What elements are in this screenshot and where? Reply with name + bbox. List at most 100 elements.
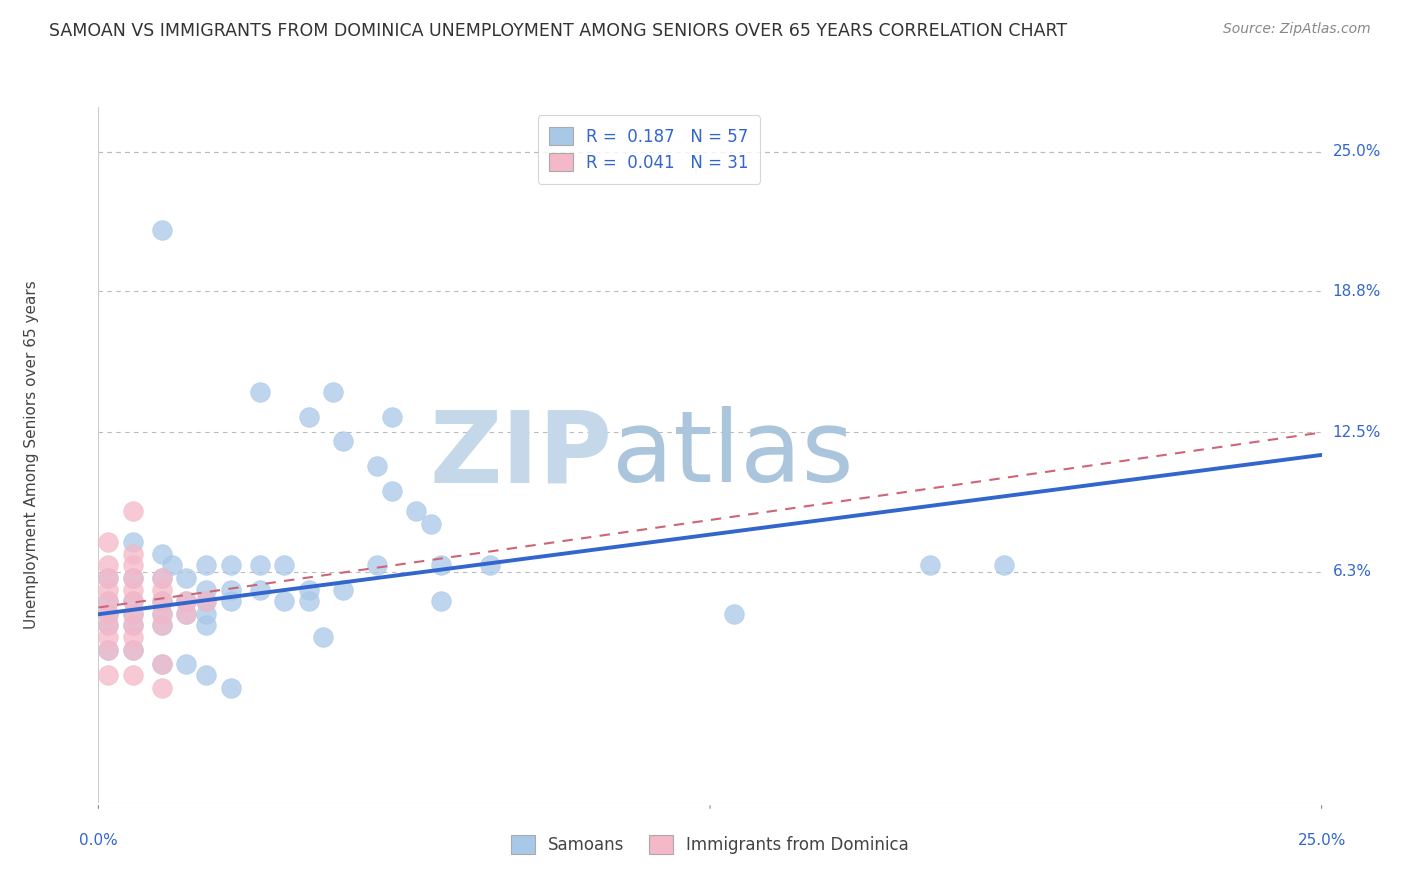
Point — [150, 582, 173, 597]
Point — [332, 434, 354, 449]
Point — [121, 571, 143, 585]
Point — [150, 657, 173, 671]
Point — [97, 594, 120, 608]
Point — [150, 681, 173, 696]
Point — [273, 594, 295, 608]
Point — [97, 607, 120, 622]
Point — [219, 558, 242, 572]
Text: 18.8%: 18.8% — [1333, 284, 1381, 299]
Point — [121, 535, 143, 549]
Text: Unemployment Among Seniors over 65 years: Unemployment Among Seniors over 65 years — [24, 281, 39, 629]
Point — [121, 618, 143, 632]
Point — [332, 582, 354, 597]
Point — [97, 607, 120, 622]
Point — [97, 618, 120, 632]
Point — [723, 607, 745, 622]
Point — [150, 618, 173, 632]
Point — [381, 409, 404, 424]
Point — [430, 594, 453, 608]
Point — [478, 558, 501, 572]
Text: 12.5%: 12.5% — [1333, 425, 1381, 440]
Point — [121, 668, 143, 682]
Point — [176, 657, 198, 671]
Point — [97, 594, 120, 608]
Point — [121, 643, 143, 657]
Point — [420, 517, 443, 532]
Point — [150, 223, 173, 237]
Point — [150, 657, 173, 671]
Point — [97, 558, 120, 572]
Point — [97, 618, 120, 632]
Text: 25.0%: 25.0% — [1298, 833, 1346, 848]
Point — [405, 504, 427, 518]
Point — [121, 618, 143, 632]
Point — [195, 558, 218, 572]
Point — [121, 582, 143, 597]
Point — [219, 582, 242, 597]
Point — [121, 558, 143, 572]
Point — [993, 558, 1015, 572]
Point — [366, 459, 388, 474]
Point — [121, 594, 143, 608]
Point — [150, 618, 173, 632]
Point — [97, 643, 120, 657]
Point — [121, 630, 143, 644]
Point — [97, 582, 120, 597]
Point — [150, 571, 173, 585]
Point — [97, 630, 120, 644]
Point — [195, 582, 218, 597]
Point — [322, 385, 344, 400]
Point — [430, 558, 453, 572]
Point — [249, 558, 271, 572]
Point — [195, 618, 218, 632]
Point — [121, 643, 143, 657]
Text: ZIP: ZIP — [429, 407, 612, 503]
Point — [298, 594, 321, 608]
Point — [176, 594, 198, 608]
Point — [97, 643, 120, 657]
Text: SAMOAN VS IMMIGRANTS FROM DOMINICA UNEMPLOYMENT AMONG SENIORS OVER 65 YEARS CORR: SAMOAN VS IMMIGRANTS FROM DOMINICA UNEMP… — [49, 22, 1067, 40]
Point — [366, 558, 388, 572]
Text: 25.0%: 25.0% — [1333, 145, 1381, 160]
Point — [176, 594, 198, 608]
Point — [121, 607, 143, 622]
Point — [121, 594, 143, 608]
Point — [381, 483, 404, 498]
Point — [920, 558, 942, 572]
Text: 0.0%: 0.0% — [79, 833, 118, 848]
Point — [249, 582, 271, 597]
Point — [312, 630, 335, 644]
Point — [195, 607, 218, 622]
Point — [195, 594, 218, 608]
Point — [97, 571, 120, 585]
Point — [150, 607, 173, 622]
Point — [195, 594, 218, 608]
Point — [150, 607, 173, 622]
Point — [150, 594, 173, 608]
Point — [219, 681, 242, 696]
Point — [150, 547, 173, 561]
Text: 6.3%: 6.3% — [1333, 564, 1372, 579]
Point — [176, 571, 198, 585]
Point — [121, 571, 143, 585]
Point — [249, 385, 271, 400]
Legend: Samoans, Immigrants from Dominica: Samoans, Immigrants from Dominica — [502, 825, 918, 864]
Point — [121, 504, 143, 518]
Point — [273, 558, 295, 572]
Point — [176, 607, 198, 622]
Point — [121, 547, 143, 561]
Point — [150, 571, 173, 585]
Point — [298, 582, 321, 597]
Text: atlas: atlas — [612, 407, 853, 503]
Point — [160, 558, 183, 572]
Point — [97, 535, 120, 549]
Point — [97, 571, 120, 585]
Text: Source: ZipAtlas.com: Source: ZipAtlas.com — [1223, 22, 1371, 37]
Point — [121, 607, 143, 622]
Point — [97, 668, 120, 682]
Point — [176, 607, 198, 622]
Point — [195, 668, 218, 682]
Point — [150, 594, 173, 608]
Point — [219, 594, 242, 608]
Point — [298, 409, 321, 424]
